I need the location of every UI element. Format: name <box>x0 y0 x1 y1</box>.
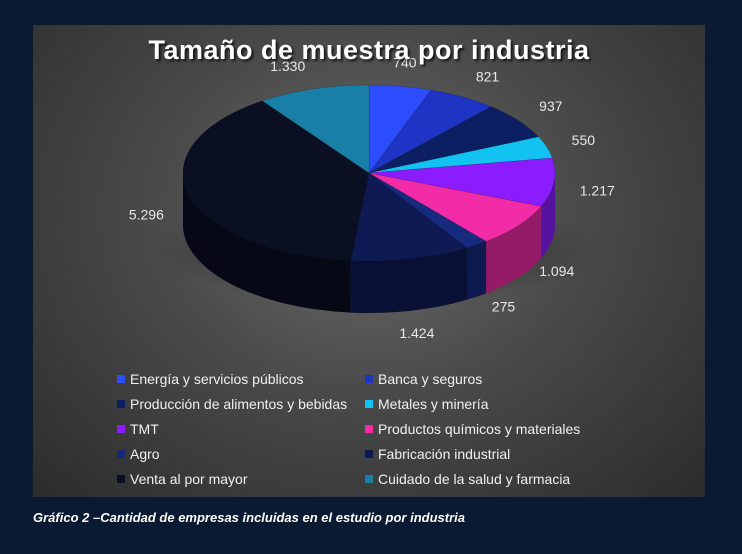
legend-swatch <box>365 375 373 383</box>
pie-slice-8 <box>182 100 370 261</box>
slice-value-label-8: 5.296 <box>129 206 164 222</box>
legend-label: Productos químicos y materiales <box>378 421 581 437</box>
pie-slice-side-5 <box>486 206 542 294</box>
slice-value-label-9: 1.330 <box>270 58 305 74</box>
legend-item: Productos químicos y materiales <box>365 420 625 438</box>
legend-label: Agro <box>130 446 160 462</box>
legend-label: Producción de alimentos y bebidas <box>130 396 348 412</box>
slice-value-label-3: 550 <box>572 132 596 148</box>
slice-value-label-1: 821 <box>476 68 500 84</box>
slice-value-label-2: 937 <box>539 98 563 114</box>
legend-item: Agro <box>117 445 365 463</box>
legend-swatch <box>117 450 125 458</box>
pie-slice-4 <box>368 157 556 207</box>
pie-slice-side-7 <box>350 247 467 313</box>
figure-caption: Gráfico 2 –Cantidad de empresas incluida… <box>33 510 466 525</box>
legend-swatch <box>365 400 373 408</box>
legend-swatch <box>365 475 373 483</box>
legend-swatch <box>365 450 373 458</box>
slice-value-label-5: 1.094 <box>539 263 574 279</box>
chart-legend: Energía y servicios públicos Banca y segu… <box>117 370 637 488</box>
slice-value-label-0: 740 <box>393 55 417 71</box>
pie-slice-9 <box>261 84 370 174</box>
legend-label: Venta al por mayor <box>130 471 248 487</box>
slice-value-label-7: 1.424 <box>399 325 434 341</box>
legend-swatch <box>117 475 125 483</box>
slice-value-label-4: 1.217 <box>580 183 615 199</box>
pie-chart: 740 821 937 550 1.217 1.094 275 1.424 5.296 1.330 <box>129 55 615 341</box>
legend-label: Banca y seguros <box>378 371 483 387</box>
legend-swatch <box>117 375 125 383</box>
pie-slice-side-4 <box>541 173 555 259</box>
slice-value-label-6: 275 <box>492 299 516 315</box>
legend-swatch <box>117 400 125 408</box>
legend-label: Cuidado de la salud y farmacia <box>378 471 571 487</box>
legend-swatch <box>117 425 125 433</box>
legend-label: TMT <box>130 421 159 437</box>
pie-slice-2 <box>368 106 540 174</box>
legend-item: Producción de alimentos y bebidas <box>117 395 365 413</box>
legend-item: Metales y minería <box>365 395 625 413</box>
legend-item: TMT <box>117 420 365 438</box>
legend-item: Banca y seguros <box>365 370 625 388</box>
pie-slice-1 <box>368 89 492 174</box>
chart-figure: 740 821 937 550 1.217 1.094 275 1.424 5.296 1.330… <box>33 25 705 497</box>
pie-slice-side-8 <box>183 173 351 313</box>
legend-label: Energía y servicios públicos <box>130 371 304 387</box>
legend-label: Fabricación industrial <box>378 446 511 462</box>
pie-slice-7 <box>350 172 468 262</box>
legend-label: Metales y minería <box>378 396 489 412</box>
legend-item: Cuidado de la salud y farmacia <box>365 470 625 488</box>
legend-item: Venta al por mayor <box>117 470 365 488</box>
pie-slice-side-6 <box>466 241 487 300</box>
pie-slice-5 <box>368 172 542 242</box>
pie-slice-3 <box>368 136 553 174</box>
pie-slice-0 <box>368 84 432 174</box>
pie-slice-6 <box>368 172 487 249</box>
legend-item: Energía y servicios públicos <box>117 370 365 388</box>
chart-title: Tamaño de muestra por industria <box>148 35 590 65</box>
legend-item: Fabricación industrial <box>365 445 625 463</box>
legend-swatch <box>365 425 373 433</box>
